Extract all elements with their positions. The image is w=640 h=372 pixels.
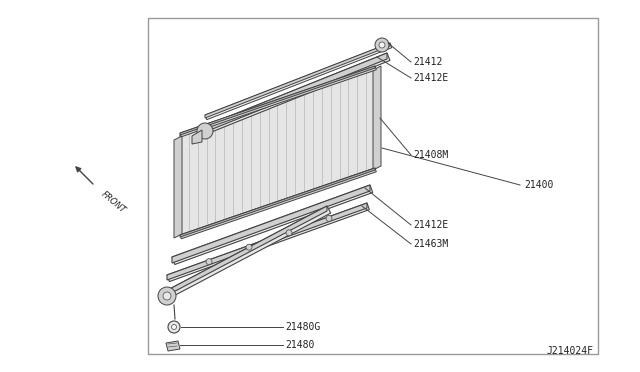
Text: 21412E: 21412E <box>413 73 448 83</box>
Polygon shape <box>167 203 367 280</box>
Circle shape <box>286 230 292 236</box>
Polygon shape <box>172 185 370 263</box>
Text: FRONT: FRONT <box>99 190 127 215</box>
Polygon shape <box>180 168 376 239</box>
Text: 21400: 21400 <box>524 180 554 190</box>
Circle shape <box>206 259 212 264</box>
Polygon shape <box>373 66 381 170</box>
Text: 21412: 21412 <box>413 57 442 67</box>
Polygon shape <box>200 53 387 134</box>
Polygon shape <box>166 341 180 351</box>
Polygon shape <box>180 68 375 235</box>
Polygon shape <box>205 43 390 118</box>
Polygon shape <box>180 66 375 135</box>
Circle shape <box>168 321 180 333</box>
Circle shape <box>158 287 176 305</box>
Circle shape <box>326 215 332 221</box>
Text: 21463M: 21463M <box>413 239 448 249</box>
Polygon shape <box>162 206 331 300</box>
Polygon shape <box>174 136 182 238</box>
Bar <box>148 18 598 354</box>
Polygon shape <box>205 43 392 120</box>
Circle shape <box>172 324 177 330</box>
Text: 21408M: 21408M <box>413 150 448 160</box>
Polygon shape <box>180 66 376 137</box>
Text: 21480G: 21480G <box>285 322 320 332</box>
Text: 21412E: 21412E <box>413 220 448 230</box>
Polygon shape <box>167 203 369 282</box>
Polygon shape <box>200 53 390 135</box>
Text: 21480: 21480 <box>285 340 314 350</box>
Polygon shape <box>192 130 202 144</box>
Polygon shape <box>172 185 372 264</box>
Circle shape <box>163 292 171 300</box>
Circle shape <box>375 38 389 52</box>
Text: J214024F: J214024F <box>546 346 593 356</box>
Circle shape <box>246 244 252 250</box>
Circle shape <box>379 42 385 48</box>
Circle shape <box>197 123 213 139</box>
Polygon shape <box>162 206 327 298</box>
Polygon shape <box>180 168 375 237</box>
